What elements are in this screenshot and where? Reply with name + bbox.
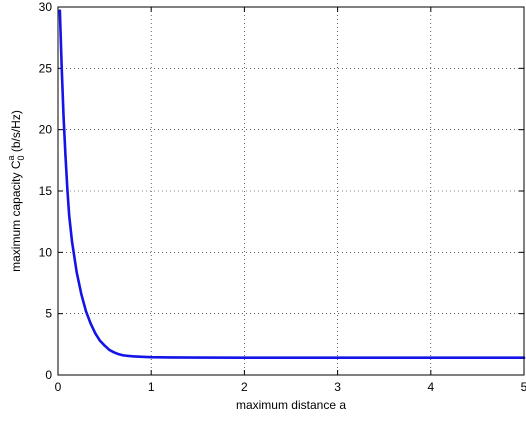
x-tick-label: 1 (148, 380, 155, 394)
y-axis-label: maximum capacity C0a (b/s/Hz) (6, 110, 26, 272)
y-tick-label: 20 (39, 123, 53, 137)
data-point (289, 356, 293, 359)
x-tick-label: 0 (55, 380, 62, 394)
data-point (58, 9, 62, 12)
y-tick-label: 30 (39, 0, 53, 14)
data-point (429, 356, 432, 359)
data-point (103, 344, 106, 347)
data-point (122, 354, 125, 357)
data-point (112, 351, 116, 354)
y-tick-labels: 0 5 10 15 20 25 30 (39, 0, 53, 382)
data-point (89, 322, 92, 325)
data-point (117, 352, 120, 356)
y-tick-label: 25 (39, 61, 53, 75)
x-tick-label: 3 (334, 380, 341, 394)
y-tick-label: 15 (39, 184, 53, 198)
data-point (98, 339, 102, 342)
data-point (140, 355, 144, 359)
x-axis-label: maximum distance a (236, 398, 346, 412)
data-point (62, 116, 65, 119)
data-point (94, 332, 97, 335)
y-axis-label-superscript: a (6, 155, 16, 160)
data-point (131, 355, 134, 358)
data-point (84, 310, 88, 313)
y-tick-label: 10 (39, 245, 53, 259)
data-point (476, 356, 479, 359)
data-point (150, 356, 153, 359)
data-point (108, 348, 111, 352)
x-tick-labels: 0 1 2 3 4 5 (55, 380, 526, 394)
data-point (168, 356, 172, 359)
series-group (58, 9, 526, 359)
data-point (67, 214, 71, 217)
data-point (336, 356, 339, 359)
data-point (75, 270, 78, 274)
x-tick-label: 5 (521, 380, 526, 394)
data-point (64, 154, 67, 157)
y-tick-label: 0 (45, 368, 52, 382)
y-tick-label: 5 (45, 307, 52, 321)
data-point (80, 292, 83, 296)
data-point (383, 356, 386, 359)
data-point (60, 67, 63, 70)
grid (58, 7, 524, 375)
data-point (70, 240, 74, 243)
y-axis-label-subscript: 0 (16, 155, 26, 160)
data-point (243, 356, 246, 359)
x-tick-label: 4 (427, 380, 434, 394)
series-line (58, 9, 526, 359)
y-axis-label-prefix: maximum capacity C (9, 160, 23, 272)
y-axis-label-suffix: (b/s/Hz) (9, 110, 23, 155)
data-point (66, 187, 69, 190)
data-point (196, 356, 199, 359)
plot-frame (57, 6, 525, 376)
x-tick-label: 2 (241, 380, 248, 394)
